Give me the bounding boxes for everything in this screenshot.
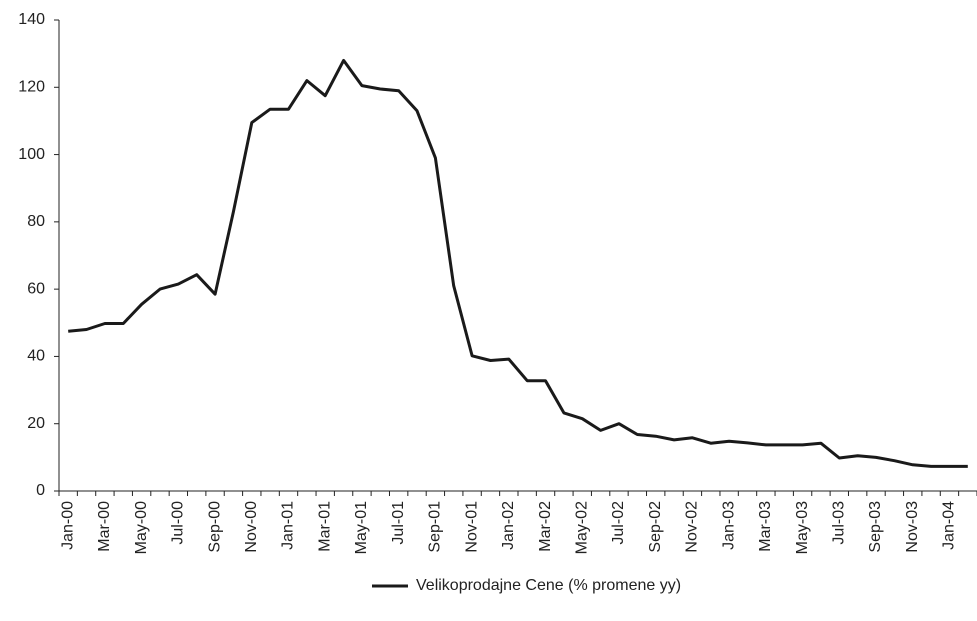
x-tick-label: Nov-00 <box>243 501 260 553</box>
x-tick-label: Jul-03 <box>831 501 848 545</box>
x-tick-label: Nov-01 <box>463 501 480 553</box>
y-tick-label: 40 <box>27 348 45 365</box>
x-tick-label: Jul-01 <box>390 501 407 545</box>
x-tick-label: Mar-00 <box>96 501 113 552</box>
x-tick-label: Jul-00 <box>170 501 187 545</box>
x-tick-label: Sep-02 <box>647 501 664 553</box>
x-tick-label: Jan-00 <box>59 501 76 550</box>
x-tick-label: Jan-04 <box>941 501 958 550</box>
x-tick-label: Nov-03 <box>904 501 921 553</box>
legend-label: Velikoprodajne Cene (% promene yy) <box>416 577 681 594</box>
x-tick-label: Jan-01 <box>280 501 297 550</box>
x-tick-label: Mar-03 <box>757 501 774 552</box>
y-tick-label: 140 <box>18 11 45 28</box>
y-tick-label: 100 <box>18 146 45 163</box>
line-series <box>68 58 968 468</box>
x-tick-label: Jan-02 <box>500 501 517 550</box>
x-tick-label: Mar-01 <box>316 501 333 552</box>
y-tick-label: 120 <box>18 79 45 96</box>
x-tick-label: Sep-03 <box>867 501 884 553</box>
x-tick-label: Jan-03 <box>720 501 737 550</box>
x-tick-label: May-00 <box>133 501 150 554</box>
y-tick-label: 60 <box>27 280 45 297</box>
y-tick-label: 80 <box>27 213 45 230</box>
x-tick-label: Jul-02 <box>610 501 627 545</box>
y-tick-label: 0 <box>36 482 45 499</box>
x-tick-label: Sep-00 <box>206 501 223 553</box>
x-tick-label: May-01 <box>353 501 370 554</box>
x-tick-label: May-03 <box>794 501 811 554</box>
x-tick-label: Nov-02 <box>684 501 701 553</box>
x-tick-label: Sep-01 <box>427 501 444 553</box>
y-tick-label: 20 <box>27 415 45 432</box>
x-tick-label: Mar-02 <box>537 501 554 552</box>
x-tick-label: May-02 <box>573 501 590 554</box>
